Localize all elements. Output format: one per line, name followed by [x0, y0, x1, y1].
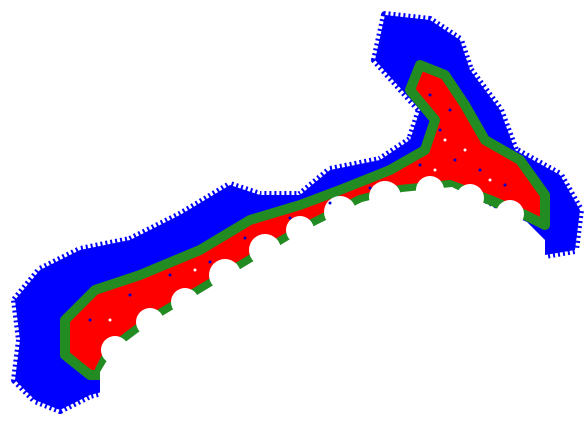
- point-cloud-image: [0, 0, 585, 423]
- page: (() => { const data = JSON.parse(documen…: [0, 0, 585, 423]
